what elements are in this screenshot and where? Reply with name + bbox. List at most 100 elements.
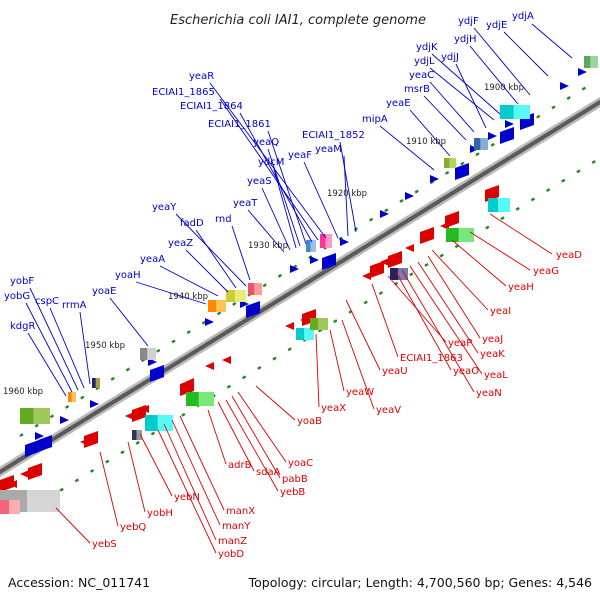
forward-gene-label: ydjK bbox=[416, 42, 438, 53]
forward-leader-line bbox=[431, 53, 501, 115]
reverse-gene-arrow bbox=[380, 258, 389, 266]
reverse-leader-line bbox=[55, 507, 91, 544]
track-dash bbox=[241, 375, 247, 380]
forward-gene-label: yeaZ bbox=[168, 238, 193, 249]
forward-leader-line bbox=[231, 225, 251, 281]
reverse-gene-label: yebS bbox=[92, 539, 117, 550]
forward-leader-line bbox=[469, 45, 519, 105]
reverse-leader-line bbox=[431, 249, 489, 311]
forward-gene-arrow bbox=[380, 210, 389, 218]
reverse-gene-label: manX bbox=[226, 506, 255, 517]
reverse-gene-label: yeaO bbox=[453, 366, 479, 377]
reverse-leader-line bbox=[163, 423, 217, 541]
reverse-gene-block bbox=[445, 211, 459, 228]
reverse-leader-line bbox=[99, 451, 119, 527]
track-dash bbox=[226, 384, 232, 389]
reverse-gene-label: yeaU bbox=[382, 366, 408, 377]
feature-blocks bbox=[0, 56, 598, 514]
forward-leader-line bbox=[267, 148, 301, 247]
forward-gene-block bbox=[25, 440, 39, 457]
scale-tick-label: 1930 kbp bbox=[248, 241, 288, 251]
forward-leader-line bbox=[409, 109, 451, 157]
scale-tick-label: 1940 kbp bbox=[168, 292, 208, 302]
reverse-gene-labels: yeaD yeaG yeaH yeaI yeaJ yeaK yeaL yeaN yeaO yeaP… bbox=[92, 250, 582, 560]
reverse-leader-line bbox=[409, 265, 483, 375]
reverse-gene-label: sdaA bbox=[256, 467, 281, 478]
track-dash bbox=[64, 404, 70, 409]
track-dash bbox=[333, 319, 338, 324]
forward-gene-label: yeaR bbox=[189, 71, 214, 82]
forward-gene-block bbox=[246, 301, 260, 318]
forward-gene-label: ECIAI1_1865 bbox=[152, 87, 215, 98]
feature-box-shade bbox=[304, 328, 314, 340]
feature-box-shade bbox=[449, 158, 456, 168]
forward-gene-label: cspC bbox=[35, 296, 59, 307]
forward-leader-line bbox=[473, 27, 531, 96]
reverse-leader-line bbox=[255, 385, 296, 421]
track-dash bbox=[171, 339, 176, 344]
forward-gene-label: ydcM bbox=[258, 157, 284, 168]
reverse-gene-label: yeaN bbox=[476, 388, 502, 399]
forward-gene-label: yobF bbox=[10, 276, 34, 287]
genome-backbone bbox=[0, 96, 600, 478]
track-dash bbox=[216, 311, 222, 316]
track-dash bbox=[150, 431, 156, 436]
track-dash bbox=[530, 197, 536, 202]
forward-gene-label: yoaE bbox=[92, 286, 116, 297]
forward-leader-line bbox=[185, 249, 229, 293]
feature-box-shade bbox=[318, 318, 328, 330]
forward-gene-arrow bbox=[405, 192, 414, 200]
feature-box-shade bbox=[497, 198, 510, 212]
track-dash bbox=[444, 170, 450, 175]
reverse-gene-label: yeaV bbox=[376, 405, 401, 416]
track-dash bbox=[135, 440, 140, 445]
track-dash bbox=[363, 300, 368, 305]
track-dash bbox=[368, 217, 374, 222]
reverse-leader-line bbox=[427, 255, 481, 339]
track-dash bbox=[80, 395, 85, 400]
forward-gene-label: yeaC bbox=[409, 70, 434, 81]
track-dash bbox=[181, 412, 186, 417]
forward-gene-label: rnd bbox=[215, 214, 232, 225]
scale-ticks: 1900 kbp 1910 kbp 1920 kbp 1930 kbp 1940 kbp… bbox=[3, 83, 524, 397]
reverse-leader-line bbox=[341, 319, 375, 410]
forward-gene-label: ydjJ bbox=[441, 52, 459, 63]
forward-gene-label: yeaQ bbox=[253, 137, 279, 148]
reverse-leader-line bbox=[451, 239, 507, 287]
track-dash bbox=[439, 253, 444, 258]
track-dash bbox=[156, 348, 161, 353]
track-dash bbox=[545, 188, 551, 193]
forward-gene-block bbox=[500, 127, 514, 144]
forward-gene-arrow bbox=[35, 432, 44, 440]
reverse-gene-label: yeaW bbox=[346, 387, 374, 398]
genome-summary-text: Topology: circular; Length: 4,700,560 bp… bbox=[248, 575, 592, 590]
track-dash bbox=[515, 206, 520, 211]
track-dash bbox=[409, 272, 414, 277]
forward-leader-line bbox=[159, 265, 219, 297]
track-dash bbox=[591, 160, 596, 164]
reverse-gene-label: manZ bbox=[218, 536, 247, 547]
forward-gene-label: ydjA bbox=[512, 11, 534, 22]
reverse-leader-line bbox=[179, 415, 225, 511]
forward-gene-label: msrB bbox=[404, 84, 430, 95]
feature-box-shade bbox=[513, 105, 530, 119]
scale-tick-label: 1910 kbp bbox=[406, 137, 446, 147]
reverse-track-dashes bbox=[44, 160, 596, 502]
forward-leader-line bbox=[429, 81, 475, 133]
forward-gene-arrow bbox=[488, 132, 497, 140]
forward-gene-label: rrmA bbox=[62, 300, 87, 311]
track-dash bbox=[561, 178, 566, 183]
forward-gene-arrow bbox=[430, 175, 439, 183]
feature-box-shade bbox=[27, 490, 60, 512]
forward-gene-arrow bbox=[505, 120, 514, 128]
reverse-gene-arrow bbox=[222, 356, 231, 364]
reverse-gene-block bbox=[420, 227, 434, 244]
label-leader-lines bbox=[25, 23, 573, 554]
feature-box-shade bbox=[71, 392, 76, 402]
track-dash bbox=[500, 216, 505, 221]
reverse-leader-line bbox=[489, 213, 553, 255]
forward-gene-labels: ydjA ydjE ydjF ydjH ydjK ydjL ydjJ yeaC msrB yeaE… bbox=[4, 11, 534, 332]
forward-gene-label: yeaM bbox=[315, 144, 342, 155]
feature-box-shade bbox=[95, 378, 100, 388]
